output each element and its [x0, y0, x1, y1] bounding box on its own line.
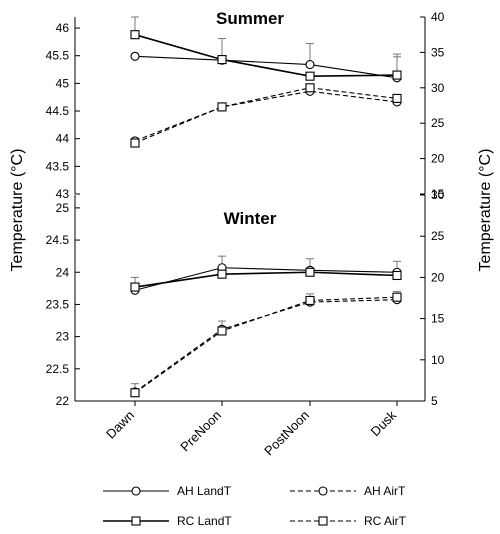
- data-point-square: [130, 282, 140, 292]
- right-y-tick-label: 40: [431, 10, 445, 24]
- left-y-tick-label: 45.5: [46, 49, 70, 63]
- legend-item-ah-airt: AH AirT: [290, 484, 406, 498]
- data-point-square: [305, 83, 315, 93]
- series-ah-airt: [130, 290, 402, 397]
- series-rc-airt: [130, 83, 402, 148]
- panel-title: Winter: [224, 209, 277, 228]
- legend-item-rc-landt: RC LandT: [103, 514, 232, 528]
- left-y-tick-label: 23.5: [46, 297, 70, 311]
- data-point-square: [130, 138, 140, 148]
- left-y-tick-label: 45: [56, 76, 70, 90]
- data-point-square: [305, 295, 315, 306]
- data-point-square: [392, 270, 402, 281]
- left-y-tick-label: 22: [56, 394, 70, 408]
- legend-label: RC AirT: [364, 514, 407, 528]
- right-y-tick-label: 15: [431, 187, 445, 201]
- right-y-tick-label: 20: [431, 270, 445, 284]
- data-point-square: [305, 71, 315, 81]
- right-y-tick-label: 5: [431, 394, 438, 408]
- left-y-tick-label: 43.5: [46, 159, 70, 173]
- legend: AH LandT AH AirT RC LandT RC AirT: [103, 484, 407, 528]
- legend-label: AH LandT: [177, 484, 232, 498]
- data-point-circle: [130, 51, 140, 61]
- y-axis-label-left: Temperature (°C): [9, 149, 26, 272]
- series-line: [134, 87, 398, 144]
- right-y-tick-label: 25: [431, 229, 445, 243]
- panel-winter: 22 22.5 23 23.5 24 24.5 25 5 10 15 20 25 30 Winter: [46, 188, 445, 408]
- series-line: [134, 55, 398, 79]
- legend-marker-circle: [131, 486, 141, 496]
- left-y-tick-label: 46: [56, 21, 70, 35]
- x-category-label-dawn: Dawn: [103, 408, 137, 442]
- series-rc-landt: [130, 267, 402, 292]
- panel-title: Summer: [216, 9, 284, 28]
- right-y-tick-label: 25: [431, 116, 445, 130]
- left-y-tick-label: 24.5: [46, 233, 70, 247]
- x-category-label-prenoon: PreNoon: [177, 408, 224, 455]
- data-point-square: [305, 267, 315, 277]
- series-line: [134, 267, 398, 291]
- series-line: [134, 33, 398, 77]
- right-y-tick-label: 20: [431, 152, 445, 166]
- data-point-square: [217, 269, 227, 279]
- data-point-circle: [305, 60, 315, 70]
- chart-panels: 43 43.5 44 44.5 45 45.5 46 15 20 25 30 35 40 Summer 22…: [46, 9, 445, 408]
- legend-marker-square: [318, 516, 328, 526]
- data-point-square: [130, 30, 140, 40]
- right-y-tick-label: 35: [431, 45, 445, 59]
- left-y-tick-label: 25: [56, 201, 70, 215]
- data-point-square: [392, 292, 402, 302]
- series-rc-airt: [130, 292, 402, 398]
- left-y-tick-label: 44.5: [46, 104, 70, 118]
- x-category-label-postnoon: PostNoon: [261, 408, 312, 459]
- legend-label: RC LandT: [177, 514, 232, 528]
- x-category-label-dusk: Dusk: [368, 407, 400, 439]
- series-ah-airt: [130, 86, 402, 146]
- series-line: [134, 299, 398, 393]
- right-y-tick-label: 30: [431, 81, 445, 95]
- series-ah-landt: [130, 255, 402, 295]
- legend-marker-square: [131, 516, 141, 526]
- series-line: [134, 90, 398, 142]
- panel-summer: 43 43.5 44 44.5 45 45.5 46 15 20 25 30 35 40 Summer: [46, 9, 445, 201]
- left-y-tick-label: 24: [56, 265, 70, 279]
- left-y-tick-label: 22.5: [46, 362, 70, 376]
- legend-item-rc-airt: RC AirT: [290, 514, 407, 528]
- left-y-tick-label: 43: [56, 187, 70, 201]
- left-y-tick-label: 44: [56, 132, 70, 146]
- data-point-square: [217, 326, 227, 336]
- series-line: [134, 296, 398, 394]
- data-point-square: [217, 55, 227, 65]
- right-y-tick-label: 10: [431, 353, 445, 367]
- right-y-tick-label: 30: [431, 188, 445, 202]
- left-y-tick-label: 23: [56, 330, 70, 344]
- legend-label: AH AirT: [364, 484, 406, 498]
- series-rc-landt: [130, 16, 402, 81]
- series-line: [134, 271, 398, 288]
- legend-item-ah-landt: AH LandT: [103, 484, 232, 498]
- y-axis-label-right: Temperature (°C): [477, 149, 494, 272]
- right-y-tick-label: 15: [431, 312, 445, 326]
- data-point-square: [130, 388, 140, 398]
- x-category-labels: Dawn PreNoon PostNoon Dusk: [103, 407, 399, 458]
- data-point-square: [217, 102, 227, 112]
- legend-marker-circle: [318, 486, 328, 496]
- data-point-square: [392, 93, 402, 103]
- data-point-square: [392, 70, 402, 80]
